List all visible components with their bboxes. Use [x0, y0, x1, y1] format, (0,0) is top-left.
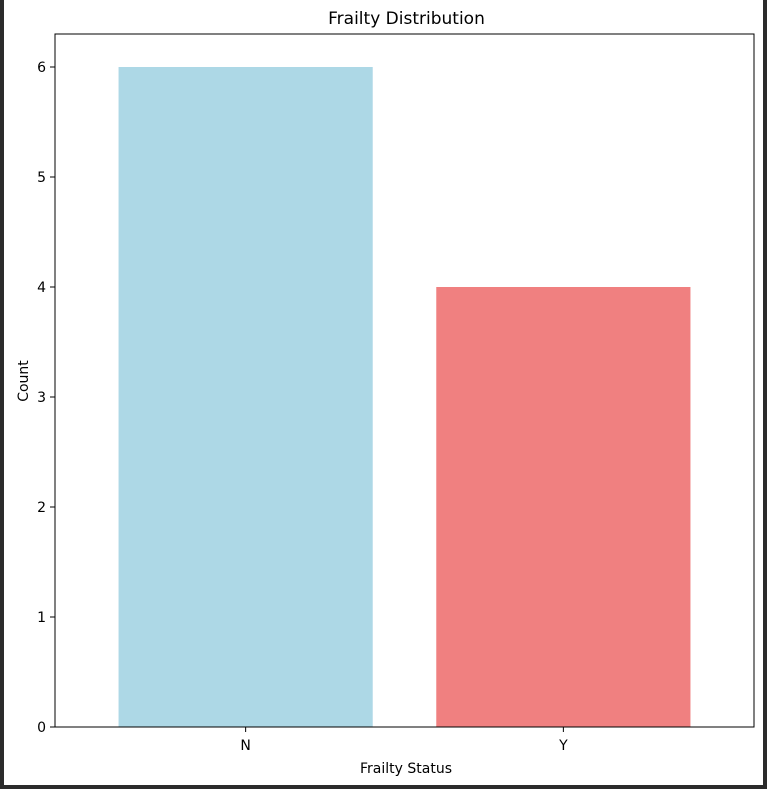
y-tick-label: 4	[37, 280, 46, 296]
x-tick-label: N	[240, 738, 250, 754]
y-tick-label: 5	[37, 170, 46, 186]
bar-N	[118, 67, 373, 727]
x-axis-label: Frailty Status	[360, 761, 452, 777]
y-tick-label: 1	[37, 610, 46, 626]
y-tick-label: 6	[37, 60, 46, 76]
x-tick-label: Y	[558, 738, 568, 754]
y-axis-ticks: 0 1 2 3 4 5 6	[37, 60, 55, 736]
chart-title: Frailty Distribution	[328, 9, 485, 29]
bars-layer	[118, 67, 691, 727]
y-tick-label: 2	[37, 500, 46, 516]
y-axis-label: Count	[16, 360, 32, 402]
y-tick-label: 3	[37, 390, 46, 406]
y-tick-label: 0	[37, 720, 46, 736]
plot-area-border	[54, 33, 755, 728]
bar-Y	[436, 287, 691, 727]
